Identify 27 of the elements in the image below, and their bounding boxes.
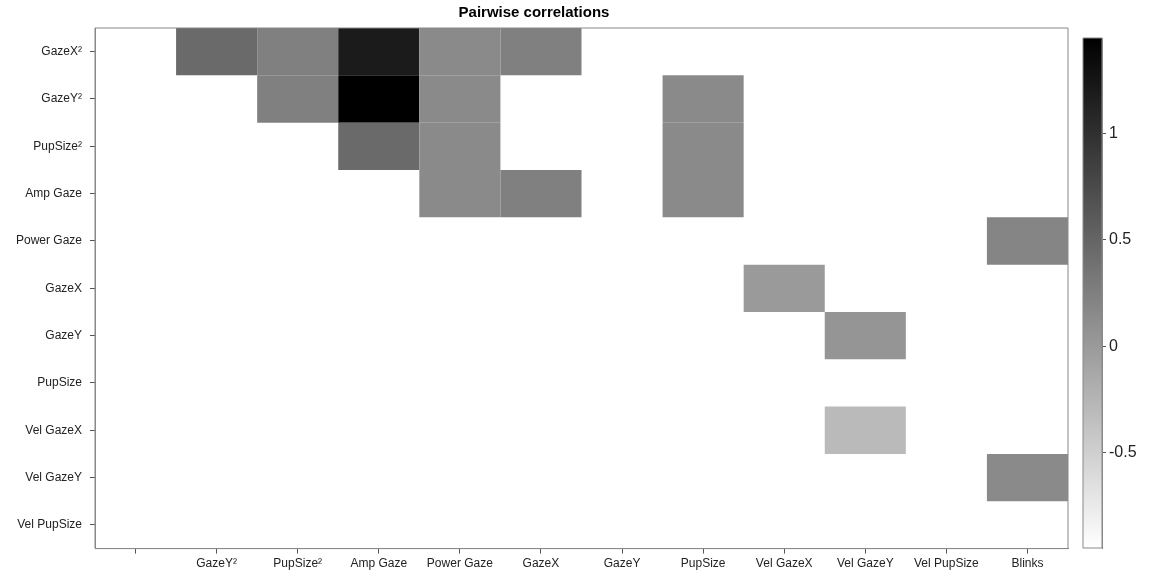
x-tick-label: Blinks: [1011, 556, 1044, 571]
y-tick-label: PupSize²: [33, 138, 82, 153]
color-bar-label: 0.5: [1109, 230, 1132, 248]
y-tick-label: GazeY²: [41, 91, 82, 106]
y-tick-label: GazeX: [45, 280, 82, 295]
y-tick-label: PupSize: [37, 375, 83, 390]
x-tick-label: GazeY²: [196, 556, 237, 571]
x-tick-label: Vel GazeY: [836, 556, 894, 571]
x-tick-label: GazeX: [522, 556, 560, 571]
color-bar-label: -0.5: [1109, 442, 1137, 460]
x-tick-label: Power Gaze: [426, 556, 494, 571]
x-tick-label: Amp Gaze: [350, 556, 408, 571]
chart-title: Pairwise correlations: [458, 3, 610, 21]
x-tick-label: PupSize²: [273, 556, 323, 571]
x-tick-label: Vel GazeX: [755, 556, 813, 571]
y-tick-label: GazeX²: [41, 43, 82, 58]
y-tick-label: Power Gaze: [15, 233, 83, 248]
y-tick-label: Amp Gaze: [25, 185, 83, 200]
color-bar-label: 0: [1109, 336, 1118, 354]
y-tick-label: Vel PupSize: [17, 517, 83, 532]
x-tick-label: GazeY: [603, 556, 641, 571]
y-tick-label: Vel GazeY: [25, 469, 82, 484]
x-tick-label: PupSize: [680, 556, 726, 571]
x-tick-label: Vel PupSize: [914, 556, 980, 571]
y-tick-label: GazeY: [45, 327, 82, 342]
y-tick-label: Vel GazeX: [25, 422, 82, 437]
color-bar-label: 1: [1109, 124, 1118, 142]
